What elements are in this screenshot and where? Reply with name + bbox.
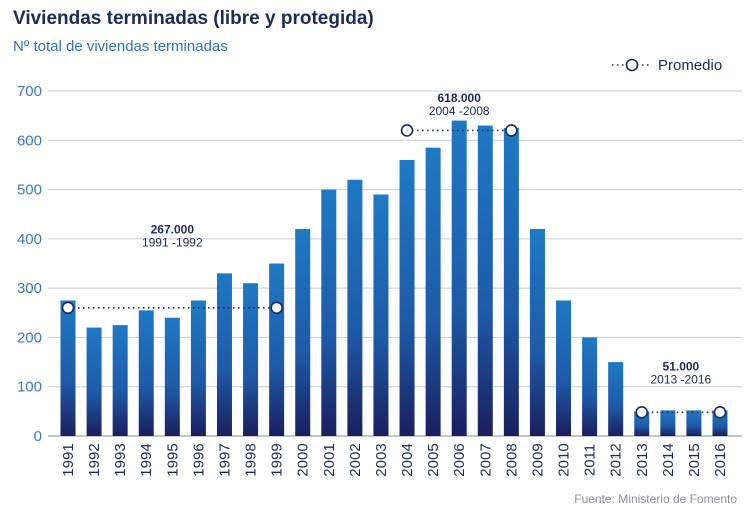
x-tick-label: 1995 <box>164 443 181 476</box>
x-tick-label: 1992 <box>86 443 103 476</box>
x-tick-label: 2012 <box>608 443 625 476</box>
average-period-label: 1991 -1992 <box>142 236 203 250</box>
average-period-label: 2013 -2016 <box>651 372 712 386</box>
bar <box>321 189 337 436</box>
x-tick-label: 2014 <box>660 443 677 476</box>
x-tick-label: 2016 <box>712 443 729 476</box>
x-axis: 1991 1992 1993 1994 1995 1996 1997 1998 1999 2000… <box>60 443 729 476</box>
bar <box>347 179 363 436</box>
average-marker <box>713 406 727 419</box>
y-tick-label: 100 <box>17 379 42 396</box>
y-tick-label: 400 <box>17 231 42 248</box>
average-value-label: 618.000 <box>438 91 482 105</box>
x-tick-label: 1998 <box>243 443 260 476</box>
bar <box>373 194 389 436</box>
bar <box>477 125 493 436</box>
x-tick-label: 2005 <box>425 443 442 476</box>
bar <box>556 300 572 436</box>
average-marker <box>505 124 518 137</box>
x-tick-label: 2011 <box>582 444 599 476</box>
x-tick-label: 2000 <box>295 443 312 476</box>
legend-marker <box>625 58 639 72</box>
y-axis: 0 100 200 300 400 500 600 700 <box>17 83 42 445</box>
x-tick-label: 1997 <box>216 443 233 476</box>
bar <box>164 317 180 436</box>
average-marker <box>635 406 649 419</box>
bar <box>634 411 650 436</box>
x-tick-label: 2013 <box>634 443 651 476</box>
gridlines <box>48 90 742 437</box>
bar <box>529 229 545 436</box>
x-tick-label: 2002 <box>347 443 364 476</box>
x-tick-label: 1991 <box>60 443 77 476</box>
bar <box>60 300 76 436</box>
average-value-label: 51.000 <box>663 359 700 373</box>
bar <box>190 300 206 436</box>
x-tick-label: 1993 <box>112 443 129 476</box>
x-tick-label: 2009 <box>529 443 546 476</box>
bar <box>608 362 624 436</box>
x-tick-label: 2003 <box>373 443 390 476</box>
y-tick-label: 0 <box>34 428 42 445</box>
bar <box>216 273 232 436</box>
chart-subtitle: Nº total de viviendas terminadas <box>13 38 228 55</box>
average-marker <box>61 301 75 315</box>
x-tick-label: 2007 <box>477 443 494 476</box>
x-tick-label: 2015 <box>686 443 703 476</box>
chart-title: Viviendas terminadas (libre y protegida) <box>13 8 374 29</box>
average-marker <box>400 124 414 137</box>
y-tick-label: 500 <box>17 182 42 199</box>
source-note: Fuente: Ministerio de Fomento <box>574 492 737 506</box>
bar <box>503 127 519 436</box>
y-tick-label: 700 <box>17 83 42 100</box>
x-tick-label: 1996 <box>190 443 207 476</box>
bar <box>243 283 259 436</box>
average-value-label: 267.000 <box>151 223 195 237</box>
bar <box>425 147 441 436</box>
bar <box>451 120 467 437</box>
y-tick-label: 200 <box>17 329 42 346</box>
bar <box>660 410 676 436</box>
x-tick-label: 2010 <box>556 443 573 476</box>
y-tick-label: 600 <box>17 132 42 149</box>
bar <box>86 327 102 436</box>
x-tick-label: 2004 <box>399 443 416 476</box>
bar <box>686 410 702 436</box>
bar <box>582 337 598 436</box>
average-period-label: 2004 -2008 <box>429 104 490 118</box>
x-tick-label: 1994 <box>138 443 155 476</box>
x-tick-label: 2001 <box>321 443 338 476</box>
y-tick-label: 300 <box>17 280 42 297</box>
x-tick-label: 2006 <box>451 443 468 476</box>
bar <box>295 229 311 436</box>
x-tick-label: 2008 <box>503 443 520 476</box>
x-tick-label: 1999 <box>269 443 286 476</box>
legend: Promedio <box>612 57 722 74</box>
legend-label: Promedio <box>658 57 722 74</box>
bar <box>399 160 415 436</box>
bar <box>112 325 128 436</box>
bar <box>269 263 285 436</box>
bar <box>138 310 154 436</box>
average-marker <box>270 301 283 315</box>
bars <box>60 120 728 437</box>
